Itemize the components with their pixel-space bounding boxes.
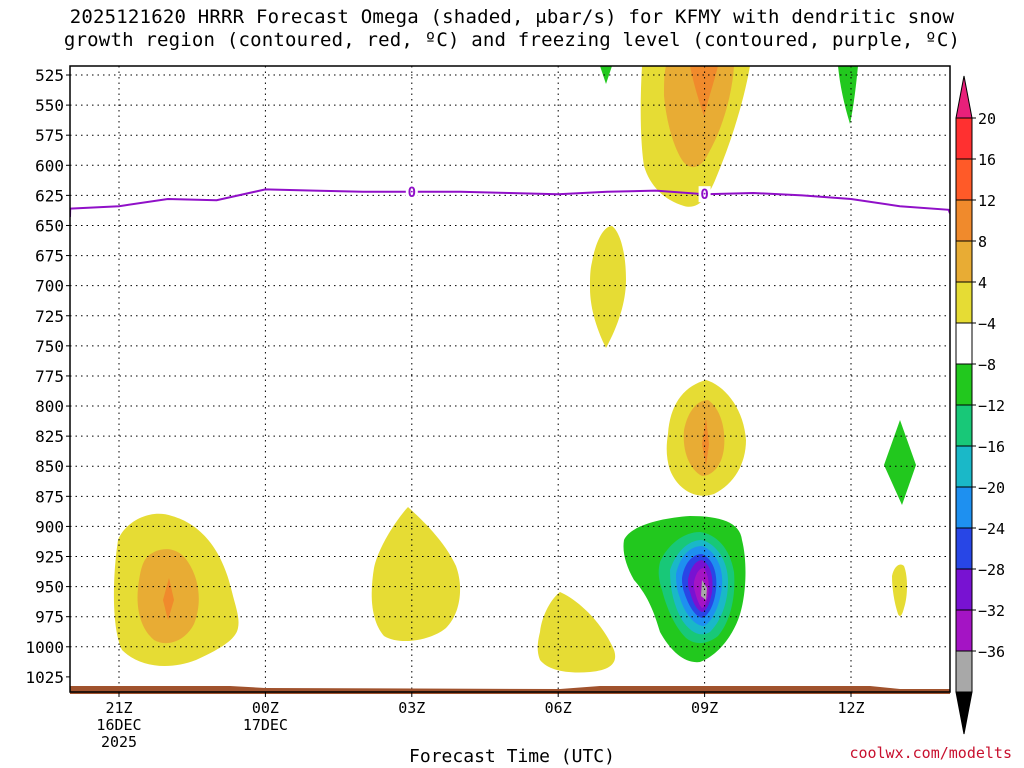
grid-lines: [70, 66, 950, 692]
colorbar-label-5: −4: [978, 315, 996, 333]
omega-max-09z-mid: [666, 380, 746, 496]
omega-min-09z-low: [623, 516, 746, 663]
plot-frame: [69, 65, 951, 693]
colorbar-seg-9: [955, 486, 973, 529]
y-tick-label-925: 925: [35, 548, 64, 567]
omega-min-13z-mid: [884, 420, 916, 505]
x-tick-date-21Z: 16DEC: [96, 716, 141, 734]
omega-max-07z: [590, 226, 626, 348]
y-tick-label-550: 550: [35, 96, 64, 115]
colorbar: 20 16 12 8 4 −4 −8 −12 −16 −20 −24 −28 −32 −36: [955, 75, 1005, 735]
freezing-label-6: 0: [408, 185, 416, 201]
colorbar-seg-12: [955, 609, 973, 652]
y-tick-label-850: 850: [35, 457, 64, 476]
y-tick-label-1025: 1025: [25, 668, 64, 687]
x-tick-date-00Z: 17DEC: [243, 716, 288, 734]
y-tick-label-575: 575: [35, 126, 64, 145]
colorbar-label-7: −12: [978, 397, 1005, 415]
omega-max-06z: [537, 592, 616, 673]
colorbar-label-4: 4: [978, 274, 987, 292]
colorbar-label-12: −32: [978, 602, 1005, 620]
colorbar-seg-13: [955, 650, 973, 693]
omega-max-09z-upper: [640, 66, 750, 207]
title-line-1: 2025121620 HRRR Forecast Omega (shaded, …: [69, 6, 955, 28]
omega-min-07z-upper-tip: [600, 66, 612, 84]
chart-title: 2025121620 HRRR Forecast Omega (shaded, …: [0, 6, 1024, 52]
y-tick-label-625: 625: [35, 186, 64, 205]
x-tick-label-12Z: 12Z: [837, 699, 864, 717]
x-tick-label-09Z: 09Z: [691, 699, 718, 717]
colorbar-label-0: 20: [978, 110, 996, 128]
colorbar-bottom-arrow: [955, 691, 973, 735]
colorbar-seg-8: [955, 445, 973, 488]
colorbar-label-13: −36: [978, 643, 1005, 661]
x-axis-title: Forecast Time (UTC): [409, 746, 615, 767]
x-tick-label-21Z: 21Z: [105, 699, 132, 717]
x-tick-label-03Z: 03Z: [398, 699, 425, 717]
colorbar-label-2: 12: [978, 192, 996, 210]
colorbar-label-1: 16: [978, 151, 996, 169]
y-tick-label-975: 975: [35, 608, 64, 627]
colorbar-seg-10: [955, 527, 973, 570]
y-tick-label-875: 875: [35, 487, 64, 506]
freezing-level-line: [70, 188, 950, 218]
colorbar-seg-1: [955, 158, 973, 201]
colorbar-top-arrow: [955, 75, 973, 119]
y-tick-label-750: 750: [35, 337, 64, 356]
colorbar-label-3: 8: [978, 233, 987, 251]
omega-min-12z-upper: [838, 66, 858, 124]
y-tick-label-725: 725: [35, 307, 64, 326]
y-tick-label-950: 950: [35, 578, 64, 597]
freezing-label-bg-6: [405, 183, 418, 200]
colorbar-label-9: −20: [978, 479, 1005, 497]
colorbar-label-8: −16: [978, 438, 1005, 456]
colorbar-seg-7: [955, 404, 973, 447]
colorbar-seg-4: [955, 281, 973, 324]
freezing-label-bg-12: [698, 186, 711, 203]
colorbar-seg-6: [955, 363, 973, 406]
x-tick-label-00Z: 00Z: [252, 699, 279, 717]
y-axis: 525 550 575 600 625 650 675 700 725 750 775 800 825 8…: [25, 66, 70, 687]
colorbar-seg-3: [955, 240, 973, 283]
colorbar-seg-2: [955, 199, 973, 242]
credit-label: coolwx.com/modelts: [849, 744, 1012, 762]
freezing-label-12: 0: [700, 187, 708, 203]
x-tick-label-06Z: 06Z: [545, 699, 572, 717]
y-tick-label-825: 825: [35, 427, 64, 446]
omega-max-21z: [113, 513, 239, 666]
y-tick-label-800: 800: [35, 397, 64, 416]
y-tick-label-525: 525: [35, 66, 64, 85]
colorbar-seg-11: [955, 568, 973, 611]
colorbar-label-10: −24: [978, 520, 1005, 538]
colorbar-seg-5: [955, 322, 973, 365]
colorbar-label-11: −28: [978, 561, 1005, 579]
y-tick-label-775: 775: [35, 367, 64, 386]
colorbar-seg-0: [955, 117, 973, 160]
y-tick-label-1000: 1000: [25, 638, 64, 657]
y-tick-label-600: 600: [35, 156, 64, 175]
y-tick-label-700: 700: [35, 277, 64, 296]
y-tick-label-650: 650: [35, 216, 64, 235]
y-tick-label-900: 900: [35, 517, 64, 536]
colorbar-label-6: −8: [978, 356, 996, 374]
omega-max-13z-low: [892, 564, 907, 616]
ground-surface: [70, 686, 950, 694]
omega-max-03z: [371, 507, 461, 642]
title-line-2: growth region (contoured, red, ºC) and f…: [63, 29, 961, 51]
x-tick-year-21Z: 2025: [101, 733, 137, 751]
y-tick-label-675: 675: [35, 247, 64, 266]
omega-shading: [113, 66, 916, 673]
